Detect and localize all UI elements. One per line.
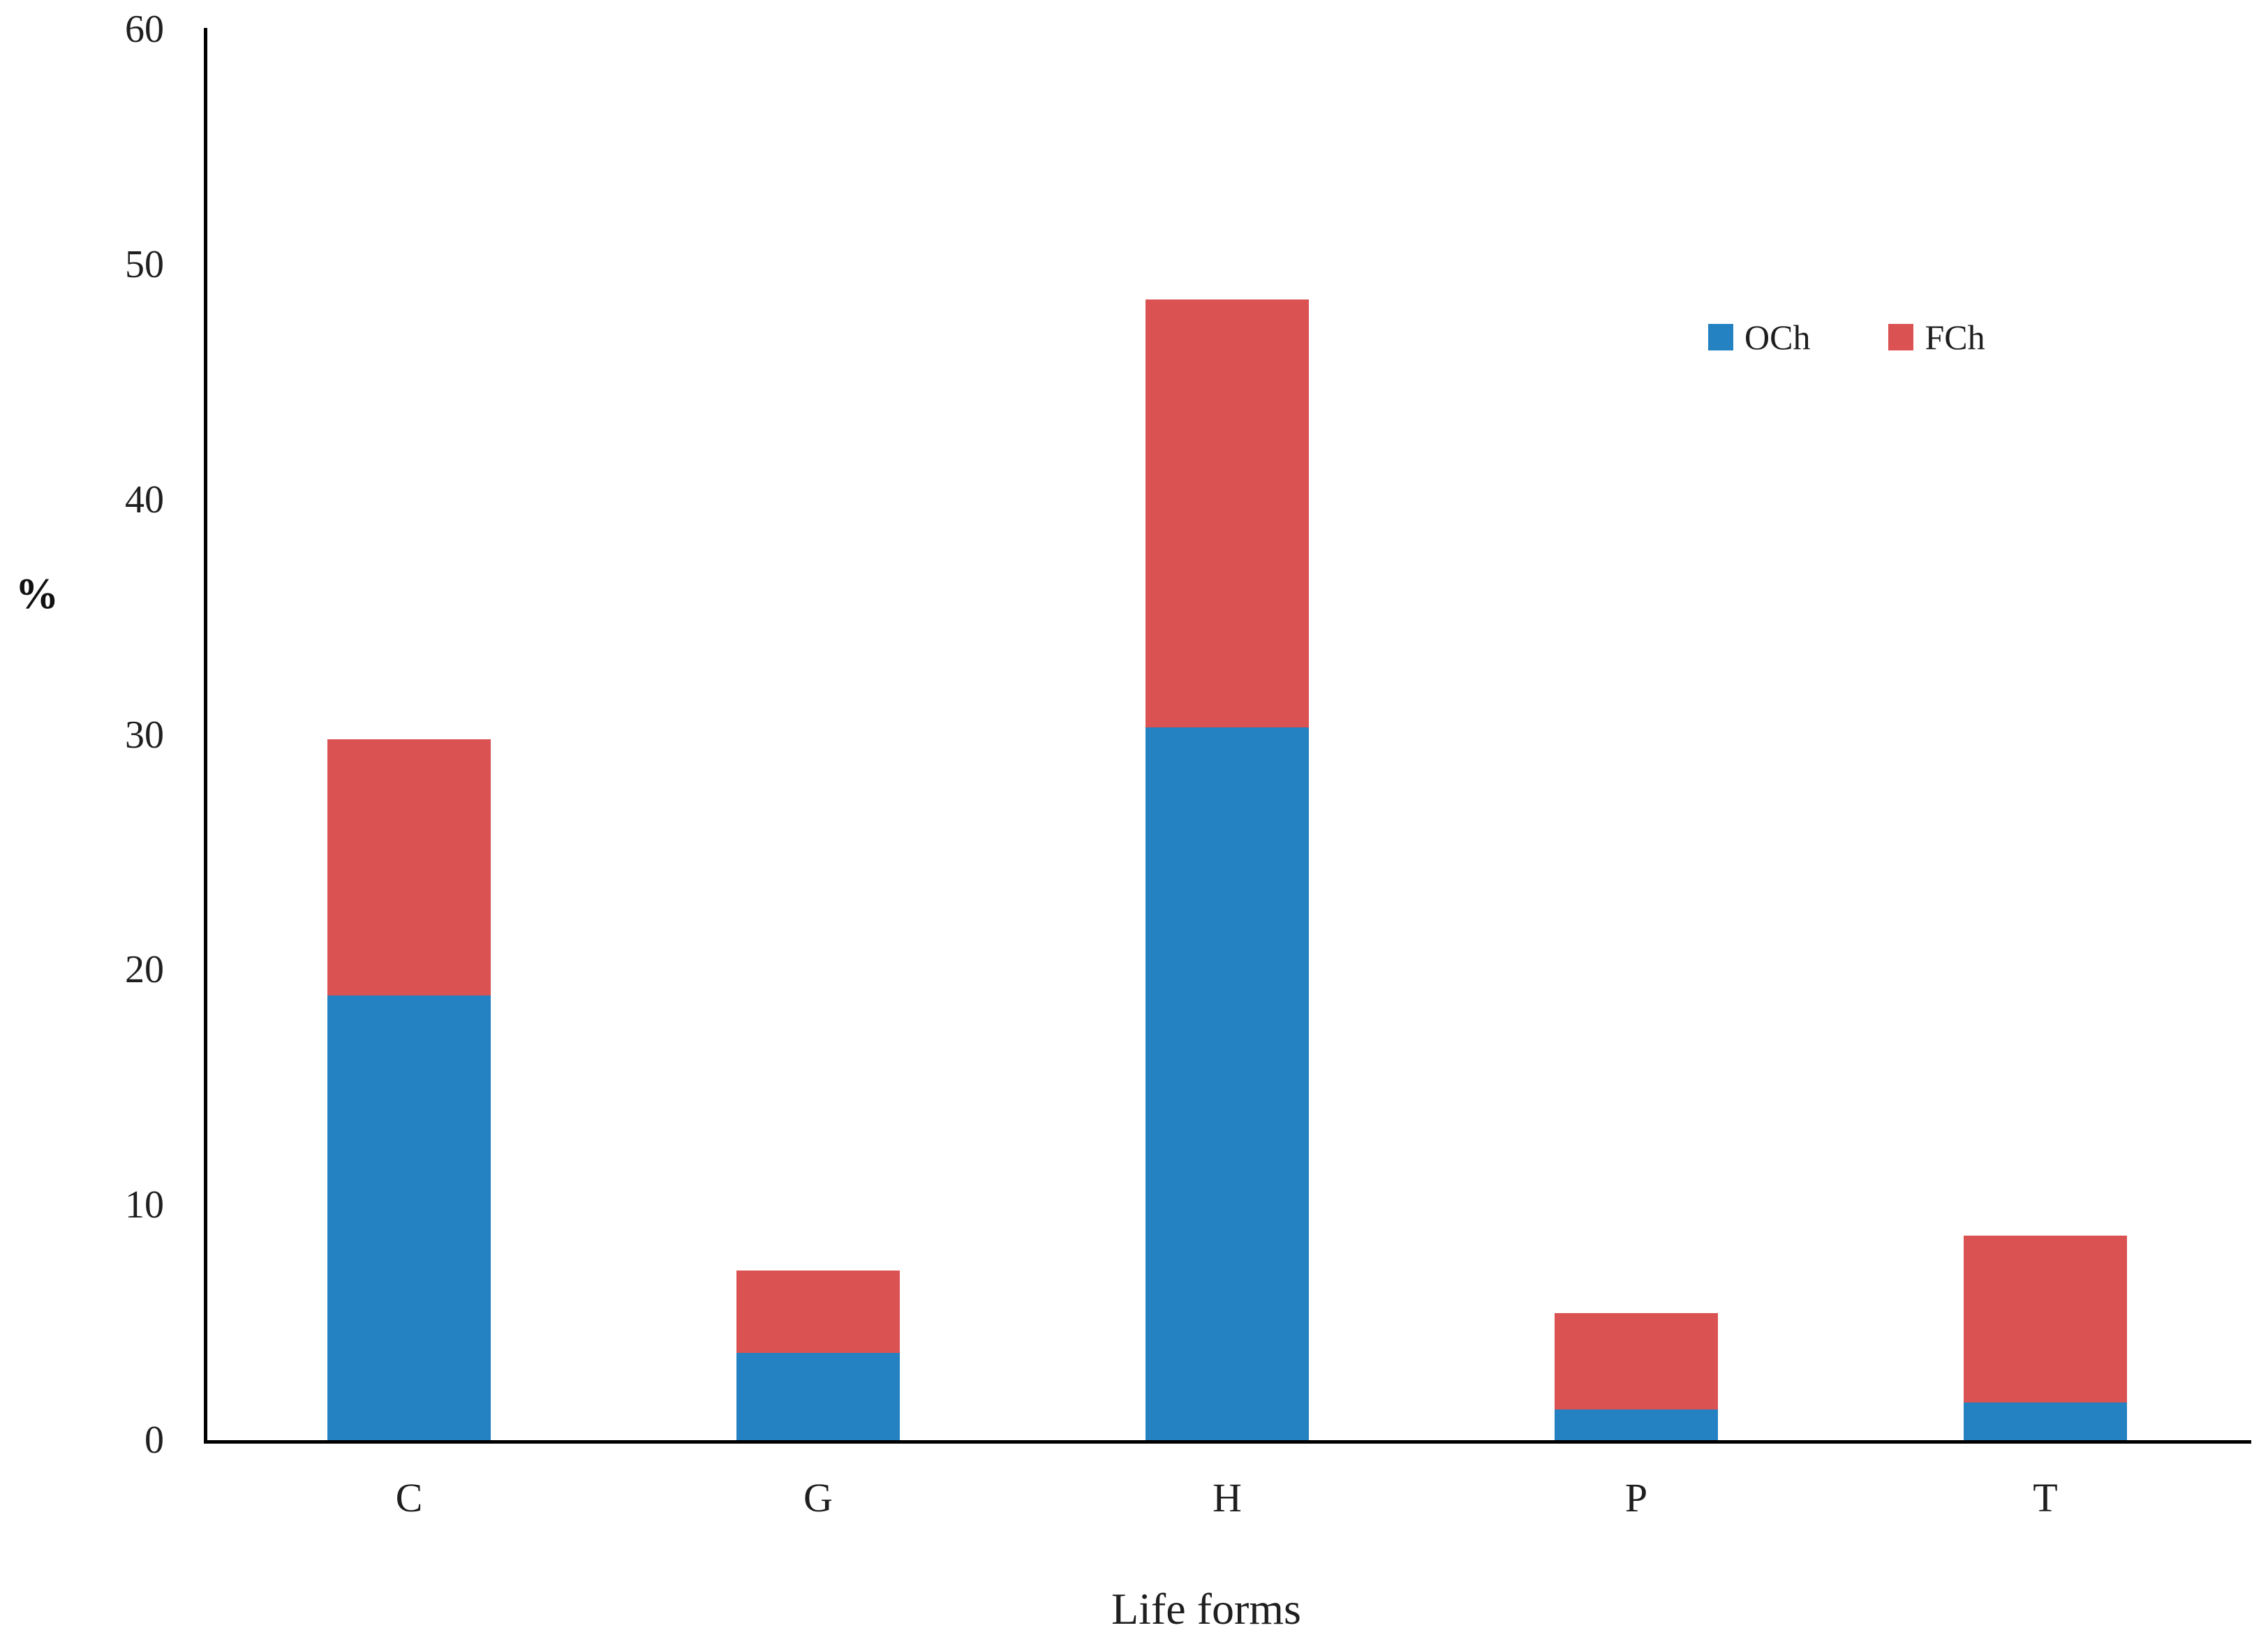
- bar-segment-T-FCh: [1964, 1235, 2127, 1403]
- x-axis-title: Life forms: [1111, 1584, 1301, 1634]
- och-legend-label: OCh: [1744, 318, 1811, 357]
- bar-segment-H-OCh: [1146, 727, 1309, 1440]
- y-tick-label-20: 20: [125, 948, 164, 992]
- y-tick-label-40: 40: [125, 477, 164, 521]
- bar-segment-C-OCh: [327, 995, 491, 1440]
- bar-segment-H-FCh: [1146, 299, 1309, 728]
- bar-segment-G-OCh: [736, 1353, 900, 1440]
- bar-segment-C-FCh: [327, 739, 491, 996]
- bar-segment-P-OCh: [1555, 1409, 1718, 1440]
- x-tick-label-H: H: [1213, 1475, 1242, 1520]
- x-axis: [204, 1440, 2251, 1444]
- y-axis: [204, 28, 207, 1444]
- y-axis-title: %: [15, 570, 59, 618]
- bar-segment-P-FCh: [1555, 1313, 1718, 1410]
- legend-item-fch: FCh: [1888, 318, 1985, 357]
- x-tick-label-P: P: [1624, 1475, 1648, 1520]
- legend-item-och: OCh: [1708, 318, 1810, 357]
- legend: OCh FCh: [1708, 318, 1985, 357]
- bar-segment-T-OCh: [1964, 1402, 2127, 1440]
- x-tick-label-C: C: [395, 1475, 423, 1520]
- och-legend-swatch-icon: [1708, 324, 1733, 350]
- fch-legend-label: FCh: [1925, 318, 1985, 357]
- y-tick-label-60: 60: [125, 8, 164, 51]
- x-tick-label-T: T: [2033, 1475, 2058, 1520]
- y-tick-label-50: 50: [125, 242, 164, 286]
- bar-segment-G-FCh: [736, 1271, 900, 1354]
- y-tick-label-10: 10: [125, 1183, 164, 1227]
- y-tick-label-0: 0: [144, 1419, 164, 1462]
- x-tick-label-G: G: [803, 1475, 833, 1520]
- y-tick-label-30: 30: [125, 713, 164, 757]
- fch-legend-swatch-icon: [1888, 324, 1914, 350]
